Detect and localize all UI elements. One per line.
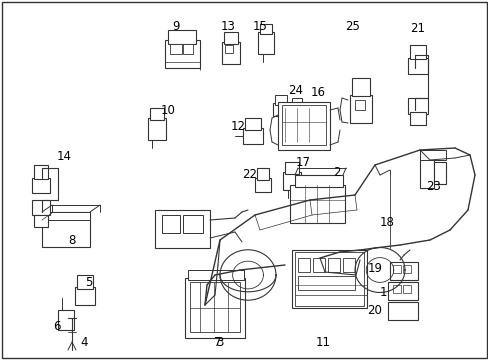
Bar — [58, 310, 74, 330]
Bar — [409, 112, 425, 125]
Bar — [291, 98, 302, 106]
Text: 16: 16 — [310, 86, 325, 99]
Text: 2: 2 — [332, 166, 340, 179]
Bar — [32, 200, 50, 215]
Text: 24: 24 — [288, 84, 303, 96]
Bar — [407, 98, 427, 114]
Text: 4: 4 — [80, 336, 87, 348]
Text: 18: 18 — [379, 216, 394, 229]
Bar — [402, 285, 410, 293]
Bar — [387, 302, 417, 320]
Bar — [283, 172, 301, 190]
Bar — [170, 44, 182, 54]
Bar — [183, 44, 193, 54]
Bar — [409, 45, 425, 59]
Bar — [75, 287, 95, 305]
Text: 13: 13 — [220, 19, 235, 32]
Text: 21: 21 — [409, 22, 425, 35]
Bar — [294, 252, 363, 306]
Bar — [42, 212, 90, 247]
Text: 1: 1 — [379, 285, 386, 298]
Bar — [243, 128, 263, 144]
Text: 3: 3 — [216, 336, 223, 348]
Text: 22: 22 — [242, 167, 257, 180]
Text: 7: 7 — [214, 336, 221, 348]
Bar — [150, 108, 163, 120]
Bar — [34, 215, 48, 227]
Bar — [272, 103, 288, 116]
Bar — [387, 282, 417, 300]
Text: 8: 8 — [68, 234, 76, 247]
Bar — [312, 258, 325, 272]
Text: 20: 20 — [367, 303, 382, 316]
Text: 9: 9 — [172, 19, 180, 32]
Bar — [407, 58, 427, 74]
Bar — [187, 270, 244, 280]
Bar — [354, 100, 364, 110]
Bar — [162, 215, 180, 233]
Bar — [285, 162, 298, 174]
Bar — [42, 212, 90, 220]
Bar — [168, 30, 196, 44]
Bar — [433, 162, 445, 184]
Bar — [244, 118, 261, 130]
Bar — [392, 265, 400, 273]
Text: 25: 25 — [345, 19, 360, 32]
Bar — [77, 275, 93, 289]
Bar — [148, 118, 165, 140]
Text: 17: 17 — [295, 156, 310, 168]
Bar — [342, 258, 354, 272]
Bar — [34, 165, 48, 179]
Bar — [260, 24, 271, 34]
Text: 19: 19 — [367, 261, 382, 274]
Bar — [254, 178, 270, 192]
Bar — [392, 285, 400, 293]
Bar — [155, 210, 209, 248]
Text: 5: 5 — [85, 275, 93, 288]
Bar — [164, 40, 200, 68]
Text: 10: 10 — [160, 104, 175, 117]
Bar — [258, 32, 273, 54]
Bar — [294, 175, 342, 187]
Bar — [402, 265, 410, 273]
Bar — [351, 78, 369, 96]
Bar — [290, 103, 305, 116]
Bar — [183, 215, 203, 233]
Text: 12: 12 — [230, 120, 245, 132]
Bar — [224, 32, 238, 44]
Bar — [274, 95, 286, 105]
Text: 15: 15 — [252, 19, 267, 32]
Bar — [222, 42, 240, 64]
Bar — [297, 276, 354, 290]
Bar — [297, 258, 309, 272]
Bar — [419, 150, 445, 160]
Bar — [257, 168, 268, 180]
Bar — [289, 185, 345, 223]
Bar — [184, 278, 244, 338]
Bar — [190, 282, 240, 332]
Bar — [389, 262, 417, 280]
Text: 23: 23 — [426, 180, 441, 193]
Text: 11: 11 — [315, 336, 330, 348]
Bar — [327, 258, 339, 272]
Bar — [349, 95, 371, 123]
Bar — [282, 105, 325, 145]
Text: 6: 6 — [53, 320, 61, 333]
Bar — [278, 102, 329, 150]
Bar — [224, 45, 232, 53]
Bar — [32, 178, 50, 193]
Bar — [419, 158, 433, 188]
Bar — [291, 250, 366, 308]
Text: 14: 14 — [57, 149, 71, 162]
